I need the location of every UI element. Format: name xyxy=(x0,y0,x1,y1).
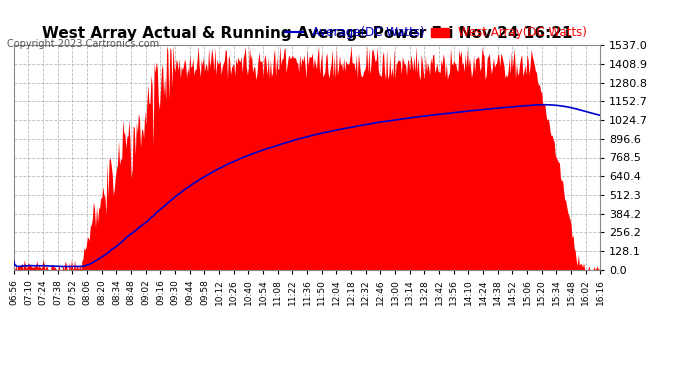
Title: West Array Actual & Running Average Power Fri Nov 24 16:21: West Array Actual & Running Average Powe… xyxy=(42,26,572,41)
Text: Copyright 2023 Cartronics.com: Copyright 2023 Cartronics.com xyxy=(7,39,159,50)
Legend: Average(DC Watts), West Array(DC Watts): Average(DC Watts), West Array(DC Watts) xyxy=(281,22,591,44)
